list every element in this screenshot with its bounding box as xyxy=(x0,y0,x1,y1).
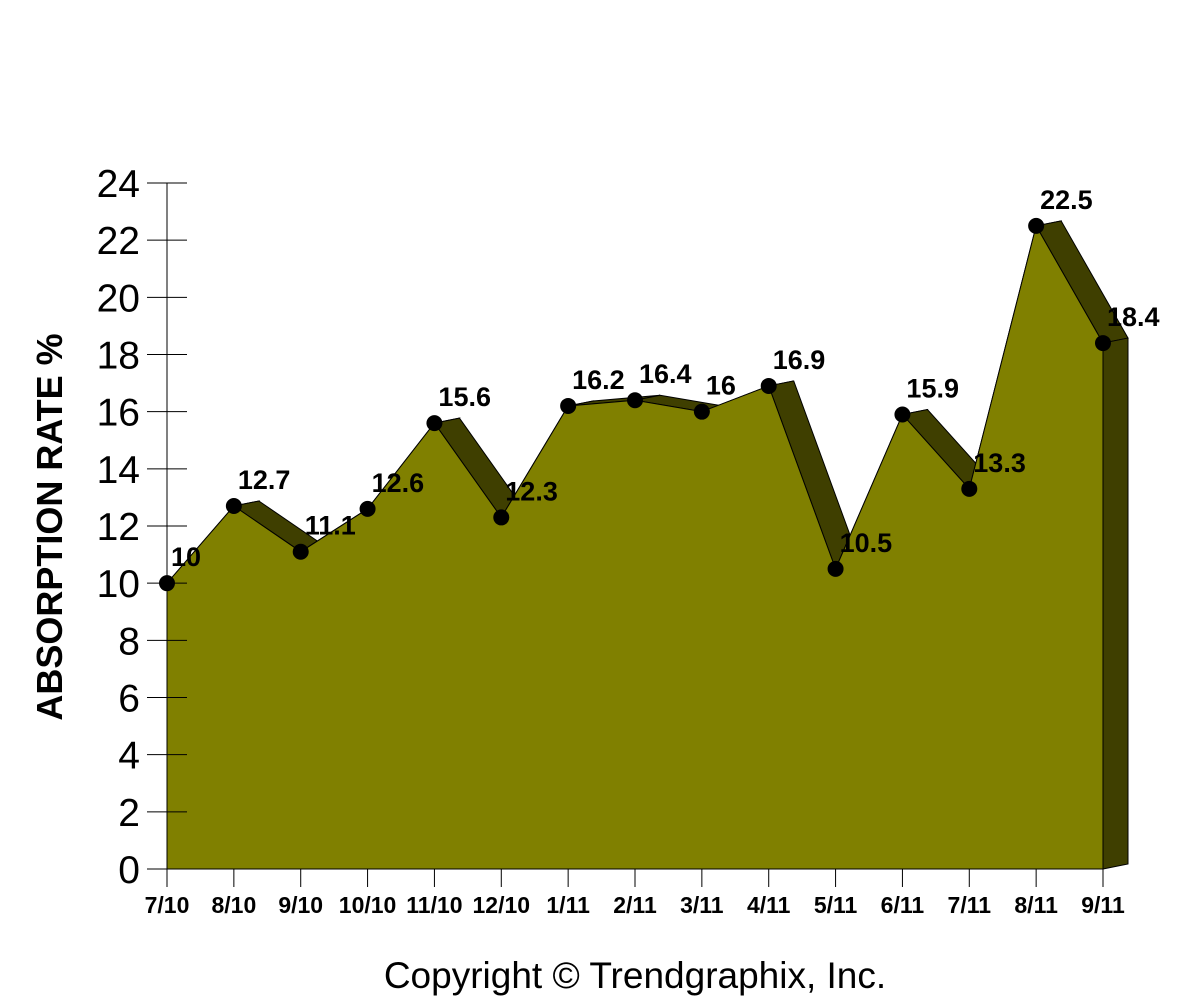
data-point-marker xyxy=(292,543,309,560)
x-tick-label: 11/10 xyxy=(406,892,462,918)
area-front-face xyxy=(166,224,1104,870)
y-tick-label: 16 xyxy=(97,392,140,435)
data-label: 16 xyxy=(706,371,736,401)
data-point-marker xyxy=(961,480,978,497)
y-tick-label: 6 xyxy=(118,678,140,721)
data-labels-layer: 10 12.7 11.1 12.6 15.6 12.3 16.2 16.4 16 16.9 10.5… xyxy=(171,185,1160,572)
data-label: 18.4 xyxy=(1107,302,1160,332)
data-point-marker xyxy=(894,406,911,423)
data-point-marker xyxy=(426,415,443,432)
y-tick-label: 12 xyxy=(97,506,140,549)
data-label: 16.4 xyxy=(639,359,692,389)
x-tick-label: 2/11 xyxy=(613,892,657,918)
x-tick-label: 4/11 xyxy=(747,892,791,918)
data-point-marker xyxy=(560,397,577,414)
x-tick-label: 10/10 xyxy=(339,892,397,918)
data-label: 12.7 xyxy=(238,465,291,495)
area-side-face xyxy=(1102,337,1129,870)
x-axis-tick-labels: 7/10 8/10 9/10 10/10 11/10 12/10 1/11 2/11 3/11 4… xyxy=(145,869,1125,918)
markers-layer xyxy=(159,217,1111,592)
data-label: 15.9 xyxy=(906,374,959,404)
x-tick-label: 12/10 xyxy=(473,892,531,918)
data-label: 22.5 xyxy=(1040,185,1093,215)
data-label: 12.3 xyxy=(505,476,558,506)
x-tick-label: 7/11 xyxy=(948,892,992,918)
data-point-marker xyxy=(693,403,710,420)
data-label: 10 xyxy=(171,542,201,572)
data-label: 16.2 xyxy=(572,365,625,395)
y-tick-label: 18 xyxy=(97,335,140,378)
data-point-marker xyxy=(493,509,510,526)
data-point-marker xyxy=(1028,217,1045,234)
x-tick-label: 1/11 xyxy=(546,892,590,918)
data-label: 10.5 xyxy=(840,528,893,558)
data-label: 16.9 xyxy=(773,345,826,375)
data-point-marker xyxy=(1095,335,1111,352)
x-tick-label: 9/11 xyxy=(1081,892,1125,918)
y-tick-label: 2 xyxy=(118,792,140,835)
y-tick-label: 8 xyxy=(118,620,140,663)
data-label: 13.3 xyxy=(973,448,1026,478)
data-point-marker xyxy=(627,392,643,409)
data-label: 11.1 xyxy=(305,511,356,541)
y-tick-label: 20 xyxy=(97,277,140,320)
x-tick-label: 5/11 xyxy=(814,892,858,918)
y-tick-label: 0 xyxy=(118,849,140,892)
y-tick-label: 24 xyxy=(97,163,140,206)
y-tick-label: 10 xyxy=(97,563,140,606)
data-label: 12.6 xyxy=(372,468,425,498)
data-point-marker xyxy=(159,575,175,592)
x-tick-label: 8/10 xyxy=(211,892,256,918)
copyright-text: Copyright © Trendgraphix, Inc. xyxy=(384,955,886,996)
y-tick-label: 4 xyxy=(118,735,140,778)
data-point-marker xyxy=(760,377,777,394)
area-layer xyxy=(165,220,1129,870)
x-tick-label: 9/10 xyxy=(278,892,323,918)
data-point-marker xyxy=(827,560,844,577)
y-tick-label: 22 xyxy=(97,220,140,263)
x-tick-label: 3/11 xyxy=(680,892,724,918)
x-tick-label: 8/11 xyxy=(1014,892,1058,918)
data-label: 15.6 xyxy=(438,382,491,412)
data-point-marker xyxy=(359,500,376,517)
x-tick-label: 6/11 xyxy=(881,892,925,918)
y-tick-label: 14 xyxy=(97,449,140,492)
y-axis-label: ABSORPTION RATE % xyxy=(29,333,70,720)
data-point-marker xyxy=(225,497,242,514)
x-tick-label: 7/10 xyxy=(145,892,190,918)
